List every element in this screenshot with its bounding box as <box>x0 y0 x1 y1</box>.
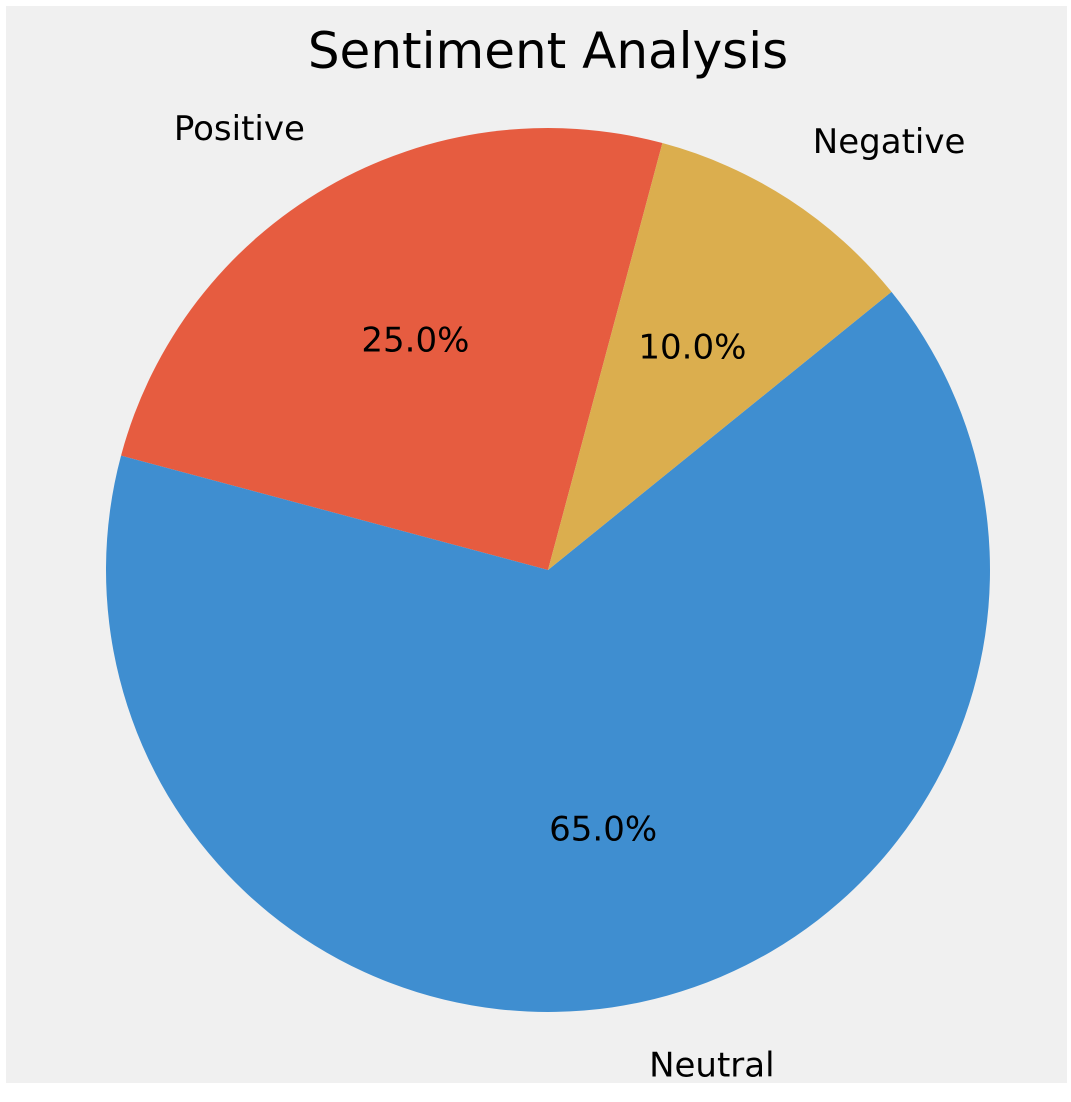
pie-slice-neutral <box>105 291 990 1012</box>
pie-pct-label-positive: 25.0% <box>361 320 469 360</box>
pie-category-label-positive: Positive <box>174 109 305 149</box>
pie-slice-positive <box>121 127 663 570</box>
pie-category-label-neutral: Neutral <box>649 1046 775 1086</box>
pie-category-label-negative: Negative <box>813 122 966 162</box>
chart-title: Sentiment Analysis <box>308 22 788 80</box>
pie-slices <box>105 127 990 1012</box>
pie-pct-label-negative: 10.0% <box>638 328 746 368</box>
pie-labels: 25.0% Positive 65.0% Neutral 10.0% Negative <box>174 109 966 1086</box>
pie-slice-negative <box>548 143 892 570</box>
pie-pct-label-neutral: 65.0% <box>549 809 657 849</box>
